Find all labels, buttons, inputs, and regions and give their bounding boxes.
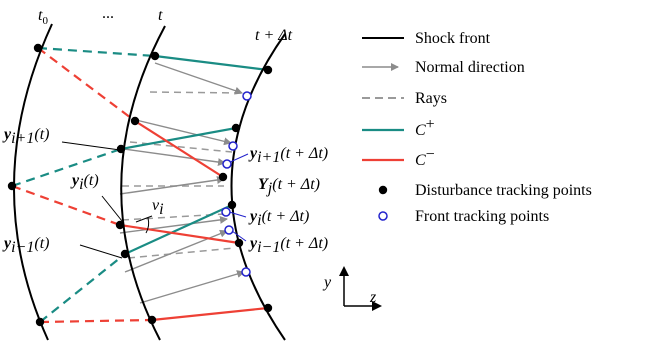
- disturbance-point: [33, 43, 43, 53]
- legend-swatch-open-circle: [378, 211, 388, 221]
- c-plus-solid: [154, 54, 269, 72]
- disturbance-point: [120, 249, 130, 259]
- legend-label: C+: [415, 116, 435, 139]
- leader-nu: [135, 215, 153, 223]
- label-leaders: [61, 141, 153, 259]
- legend-swatch-dot: [378, 185, 388, 195]
- label-y-ip1-dt: yi+1(t + Δt): [248, 145, 328, 166]
- disturbance-point: [130, 116, 140, 126]
- label-Y-j-dt: Yj(t + Δt): [258, 176, 320, 197]
- front-tracking-point: [228, 141, 238, 151]
- c-minus-solid: [151, 306, 269, 322]
- legend-label: Shock front: [415, 30, 491, 47]
- legend-label: Rays: [415, 90, 447, 107]
- disturbance-point: [150, 51, 160, 61]
- y-axis-arrowhead: [339, 266, 349, 276]
- legend-item-c-minus: C−: [362, 146, 435, 169]
- disturbance-point: [227, 200, 237, 210]
- point-labels-left: yi+1(t) yi(t) yi−1(t) νi: [2, 126, 164, 256]
- disturbance-point: [218, 172, 228, 182]
- front-tracking-point: [242, 91, 252, 101]
- z-axis-label: z: [369, 289, 377, 306]
- shock-fronts: [12, 23, 286, 341]
- disturbance-point: [263, 65, 273, 75]
- label-y-im1-dt: yi−1(t + Δt): [248, 235, 328, 256]
- legend-label: Normal direction: [415, 59, 525, 76]
- normal-arrow: [139, 270, 245, 304]
- front-tracking-point: [221, 207, 231, 217]
- legend-item-disturbance-points: Disturbance tracking points: [378, 182, 592, 199]
- c-minus-dashed: [37, 47, 136, 122]
- legend-item-normal: Normal direction: [362, 59, 525, 76]
- front-tracking-points: [221, 91, 252, 277]
- disturbance-points: [7, 43, 273, 327]
- label-y-im1: yi−1(t): [2, 235, 49, 256]
- axes-indicator: y z: [322, 266, 382, 311]
- disturbance-point: [234, 238, 244, 248]
- c-plus-lines: [11, 46, 269, 323]
- legend-item-front-points: Front tracking points: [378, 208, 549, 225]
- disturbance-point: [116, 144, 126, 154]
- c-minus-solid: [134, 120, 224, 178]
- front-tracking-point: [241, 267, 251, 277]
- angle-arc-nu: [145, 217, 150, 234]
- legend-item-rays: Rays: [362, 90, 447, 107]
- label-dots: ...: [102, 5, 114, 22]
- normal-arrow: [119, 215, 228, 234]
- label-nu: νi: [152, 197, 164, 218]
- c-minus-dashed: [11, 184, 121, 227]
- disturbance-point: [7, 181, 17, 191]
- label-y-i-dt: yi(t + Δt): [248, 208, 309, 229]
- z-axis-arrowhead: [372, 301, 382, 311]
- label-t: t: [158, 7, 163, 24]
- normal-arrow: [119, 176, 225, 195]
- c-plus-dashed: [11, 147, 122, 188]
- disturbance-point: [35, 317, 45, 327]
- disturbance-point: [231, 123, 241, 133]
- label-y-i: yi(t): [70, 172, 99, 193]
- legend-label: C−: [415, 146, 435, 169]
- legend-item-shock-front: Shock front: [362, 30, 491, 47]
- legend-label: Front tracking points: [415, 208, 549, 225]
- legend: Shock front Normal direction Rays C+ C− …: [362, 30, 592, 225]
- c-minus-solid: [119, 223, 240, 245]
- ray: [127, 247, 235, 259]
- normal-arrow: [135, 119, 232, 146]
- label-t-dt: t + Δt: [255, 27, 293, 44]
- shock-front-t0: [12, 23, 53, 341]
- c-minus-lines: [11, 47, 269, 324]
- normal-arrow: [124, 229, 228, 273]
- front-tracking-point: [224, 225, 234, 235]
- c-plus-dashed: [37, 46, 156, 58]
- normal-arrows: [119, 62, 245, 304]
- normal-arrow: [123, 148, 226, 167]
- disturbance-point: [115, 220, 125, 230]
- leader-y-im1: [79, 244, 123, 259]
- leader-y-i: [101, 195, 123, 222]
- legend-item-c-plus: C+: [362, 116, 435, 139]
- leader-y-ip1: [61, 141, 121, 151]
- disturbance-point: [263, 303, 273, 313]
- disturbance-point: [147, 315, 157, 325]
- leader-y-im1-dt: [231, 230, 247, 242]
- label-t0: t0: [38, 7, 48, 27]
- c-plus-solid: [120, 126, 237, 151]
- time-labels: t0 ... t t + Δt: [38, 5, 293, 44]
- shock-front-t: [120, 25, 166, 341]
- shock-front-t-dt: [230, 33, 286, 341]
- leader-y-ip1-dt: [227, 153, 249, 164]
- normal-arrow: [154, 62, 243, 95]
- legend-label: Disturbance tracking points: [415, 182, 592, 199]
- c-minus-dashed: [39, 318, 153, 324]
- front-tracking-point: [222, 159, 232, 169]
- ray: [149, 91, 243, 94]
- y-axis-label: y: [322, 274, 332, 291]
- point-labels-right: yi+1(t + Δt) Yj(t + Δt) yi(t + Δt) yi−1(…: [248, 145, 328, 256]
- c-plus-dashed: [39, 253, 126, 323]
- c-plus-solid: [124, 203, 233, 256]
- label-y-ip1: yi+1(t): [2, 126, 49, 147]
